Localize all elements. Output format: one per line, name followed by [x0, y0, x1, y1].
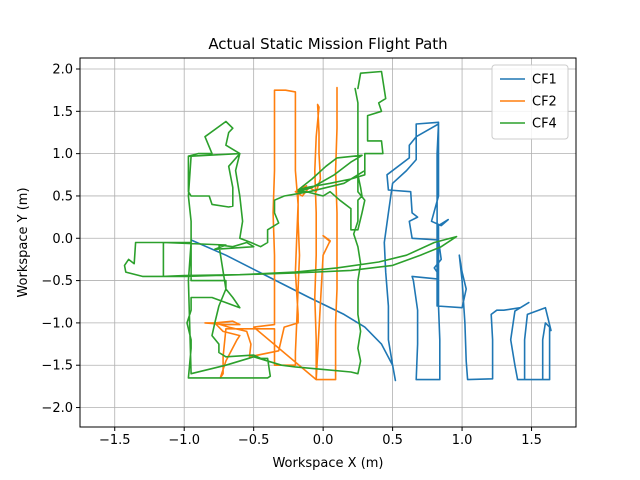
y-tick-label: −2.0 [41, 401, 73, 416]
y-axis-label: Workspace Y (m) [16, 187, 31, 297]
legend-label-cf2: CF2 [532, 95, 557, 110]
x-axis-ticks: −1.5 −1.0 −0.5 0.0 0.5 1.0 1.5 [99, 427, 542, 448]
y-axis-ticks: −2.0 −1.5 −1.0 −0.5 0.0 0.5 1.0 1.5 2.0 [41, 63, 80, 416]
x-axis-label: Workspace X (m) [272, 456, 383, 471]
x-tick-label: −0.5 [238, 433, 270, 448]
x-tick-label: 1.5 [521, 433, 542, 448]
series-group [123, 70, 552, 382]
legend: CF1 CF2 CF4 [491, 64, 569, 140]
y-tick-label: 1.5 [52, 105, 73, 120]
series-line-cf1 [190, 121, 552, 382]
y-tick-label: 0.0 [52, 232, 73, 247]
x-tick-label: 1.0 [452, 433, 473, 448]
x-tick-label: −1.5 [99, 433, 131, 448]
y-tick-label: −1.5 [41, 359, 73, 374]
y-tick-label: −1.0 [41, 316, 73, 331]
series-line-cf4 [123, 70, 458, 379]
legend-box [491, 64, 569, 140]
y-tick-label: 0.5 [52, 189, 73, 204]
y-tick-label: 1.0 [52, 147, 73, 162]
x-tick-label: −1.0 [168, 433, 200, 448]
chart-title: Actual Static Mission Flight Path [208, 35, 447, 53]
legend-label-cf1: CF1 [532, 73, 557, 88]
x-tick-label: 0.5 [382, 433, 403, 448]
legend-label-cf4: CF4 [532, 117, 557, 132]
x-tick-label: 0.0 [313, 433, 334, 448]
y-tick-label: −0.5 [41, 274, 73, 289]
plot-frame [79, 57, 577, 428]
y-tick-label: 2.0 [52, 63, 73, 78]
